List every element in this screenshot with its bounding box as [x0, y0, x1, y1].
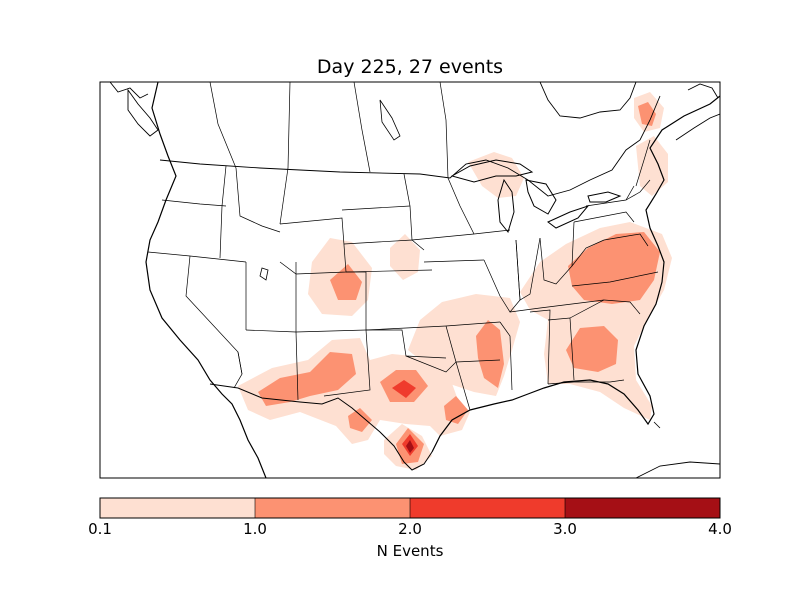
contour-east-texas: [444, 396, 468, 424]
contour-new-england: [636, 136, 668, 196]
mn-border: [403, 173, 413, 241]
ms-border: [499, 321, 513, 391]
event-density-contours: [238, 92, 672, 470]
contour-texas-peak: [392, 380, 416, 398]
contour-southwest-core: [258, 352, 356, 406]
basemap: [109, 82, 720, 478]
wi-il-border: [473, 229, 511, 235]
colorbar-tick-label: 4.0: [708, 520, 732, 538]
lake-superior: [450, 159, 534, 183]
contour-louisiana: [476, 320, 504, 388]
ny-border: [585, 185, 635, 207]
mn-wi-border: [447, 177, 475, 235]
florida-keys: [653, 421, 661, 429]
lake-ontario: [587, 191, 622, 203]
contour-level-1: [238, 92, 672, 470]
az-ca-border: [233, 351, 243, 389]
nm-tx-border: [323, 329, 371, 397]
mo-ar-border: [445, 321, 501, 327]
az-nm-border: [295, 331, 299, 401]
lake-michigan: [497, 178, 515, 234]
or-ca-border: [147, 251, 191, 257]
ia-mo-border: [423, 259, 485, 263]
co-nm-border: [295, 329, 367, 333]
lake-huron: [525, 179, 557, 215]
contour-texas-tip-max: [406, 440, 414, 453]
map-frame: [99, 81, 721, 479]
new-england-borders: [625, 139, 651, 201]
canada-border: [159, 95, 661, 197]
contour-level-2: [258, 102, 660, 464]
colorbar-bin-3: [410, 498, 565, 518]
ok-panhandle: [366, 329, 447, 359]
or-id-border: [219, 165, 227, 259]
vancouver-island: [127, 88, 159, 137]
state-boundaries: [147, 82, 659, 411]
contour-level-4: [406, 440, 414, 453]
colorbar-tick-label: 1.0: [243, 520, 267, 538]
colorbar-tick-label: 2.0: [398, 520, 422, 538]
tx-la-border: [455, 361, 471, 411]
colorbar-bin-1: [100, 498, 255, 518]
nova-scotia: [675, 113, 720, 141]
colorbar: [99, 497, 721, 519]
contour-southwest: [238, 338, 470, 444]
map-title: Day 225, 27 events: [316, 56, 504, 78]
nd-sd-border: [341, 205, 411, 211]
gulf-coast: [431, 95, 720, 453]
cuba: [635, 461, 720, 478]
us-mexico-border: [209, 383, 433, 471]
id-nv-border: [189, 255, 247, 263]
contour-virginia: [568, 232, 660, 304]
lake-erie: [547, 204, 590, 229]
va-nc-border: [571, 271, 659, 287]
ne-ks-border: [345, 269, 433, 273]
nc-sc-border: [569, 299, 641, 319]
md-border: [603, 233, 649, 247]
bc-coast: [109, 82, 149, 99]
newfoundland: [687, 83, 719, 99]
colorbar-tick-label: 3.0: [553, 520, 577, 538]
oh-border: [539, 221, 575, 285]
great-salt-lake: [259, 267, 269, 281]
in-border: [515, 237, 541, 301]
contour-colorado-core: [330, 264, 362, 300]
ar-la-border: [455, 359, 501, 363]
contour-south-texas: [348, 408, 372, 432]
lake-winnipeg: [379, 99, 401, 141]
pa-border: [573, 211, 635, 223]
mt-wy-border: [279, 167, 289, 225]
colorbar-bin-4: [565, 498, 720, 518]
mn-ia-border: [411, 233, 475, 241]
ut-az-border: [245, 329, 297, 333]
ky-tn-border: [509, 299, 605, 313]
ks-ok-border: [365, 325, 447, 331]
mt-id-border: [235, 167, 281, 233]
ok-tx-border: [405, 355, 457, 373]
contour-nebraska: [390, 234, 420, 280]
colorbar-tick-label: 0.1: [88, 520, 112, 538]
coastline: [145, 82, 267, 478]
colorbar-frame: [99, 497, 721, 519]
colorbar-title: N Events: [376, 542, 444, 560]
contour-great-lakes: [468, 152, 524, 198]
ok-ar-border: [445, 325, 457, 363]
wv-va-border: [571, 239, 605, 267]
canada-provinces: [209, 82, 449, 179]
ga-fl-border: [547, 379, 625, 385]
wa-or-border: [161, 199, 227, 207]
contour-georgia: [566, 326, 618, 372]
colorbar-bin-2: [255, 498, 410, 518]
tn-ms-al-border: [529, 309, 551, 385]
hudson-bay-coast: [539, 82, 637, 119]
contour-maine-core: [638, 102, 656, 126]
